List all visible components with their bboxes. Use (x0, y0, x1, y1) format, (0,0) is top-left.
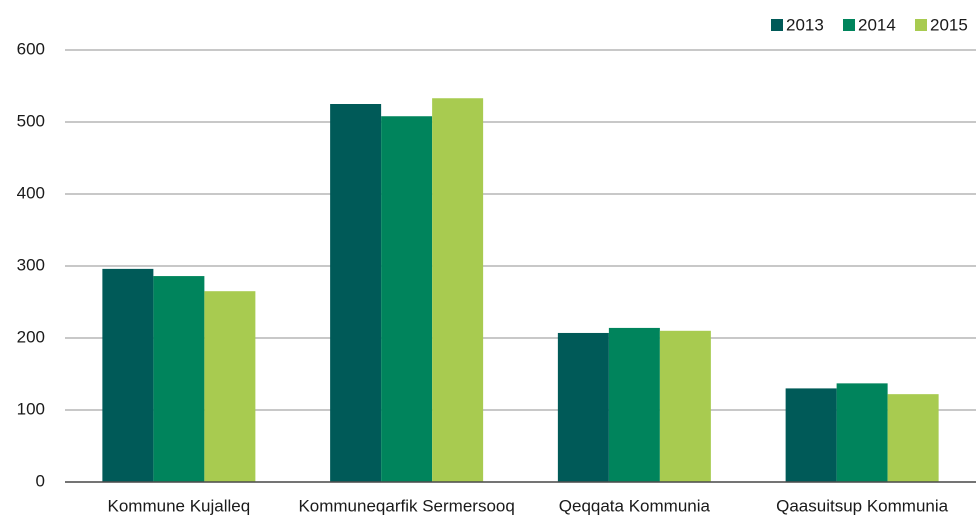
x-tick-label: Qeqqata Kommunia (559, 496, 711, 515)
y-tick-label: 200 (17, 327, 45, 346)
bar (153, 276, 205, 482)
bar (836, 383, 888, 482)
x-tick-label: Kommune Kujalleq (108, 496, 251, 515)
bar (204, 291, 256, 482)
bar (102, 268, 154, 482)
legend-swatch (843, 19, 855, 31)
y-tick-label: 600 (17, 39, 45, 58)
legend-label: 2013 (786, 15, 824, 34)
bar (887, 394, 939, 482)
y-tick-label: 300 (17, 255, 45, 274)
x-tick-label: Qaasuitsup Kommunia (776, 496, 949, 515)
y-tick-label: 0 (36, 471, 45, 490)
bar (608, 327, 660, 482)
y-tick-label: 100 (17, 399, 45, 418)
bar (330, 104, 382, 482)
legend-swatch (915, 19, 927, 31)
bar (432, 98, 484, 483)
y-tick-label: 500 (17, 111, 45, 130)
bar (381, 116, 433, 483)
y-tick-label: 400 (17, 183, 45, 202)
bar (557, 332, 609, 482)
legend-label: 2014 (858, 15, 896, 34)
legend-swatch (771, 19, 783, 31)
bar (785, 388, 837, 482)
x-tick-label: Kommuneqarfik Sermersooq (298, 496, 514, 515)
bar (659, 330, 711, 482)
legend-label: 2015 (930, 15, 968, 34)
